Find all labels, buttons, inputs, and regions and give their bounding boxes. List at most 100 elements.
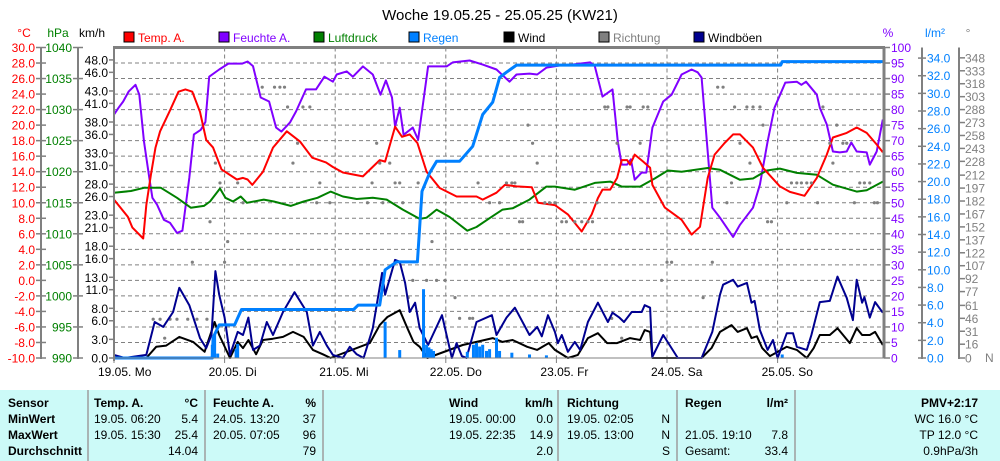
- direction-point: [590, 220, 595, 224]
- rain-bar: [498, 350, 502, 358]
- rain-total: 33.4: [764, 444, 788, 458]
- direction-tick-label: 288: [965, 103, 985, 117]
- direction-point: [517, 220, 522, 224]
- temp-tick-label: 20.0: [12, 119, 36, 133]
- series-line-windböen: [113, 258, 884, 359]
- direction-point: [205, 317, 209, 321]
- direction-point: [260, 85, 264, 89]
- direction-point: [761, 123, 765, 127]
- day-label: 19.05. Mo: [98, 365, 152, 379]
- humidity-tick-label: 85: [891, 88, 905, 102]
- direction-point: [595, 201, 599, 205]
- direction-point: [748, 161, 752, 165]
- wind-tick-label: 33.0: [85, 147, 109, 161]
- temp-tick-label: 0.0: [18, 274, 35, 288]
- wind-tick-label: 38.0: [85, 116, 109, 130]
- pressure-tick-label: 1025: [45, 134, 72, 148]
- rain-tick-label: 16.0: [927, 210, 951, 224]
- direction-point: [745, 105, 749, 109]
- direction-point: [660, 278, 664, 282]
- direction-point: [586, 220, 590, 224]
- direction-point: [285, 105, 290, 109]
- wind-tick-label: 0.0: [91, 352, 108, 366]
- direction-point: [638, 141, 642, 145]
- wind-tick-label: 43.0: [85, 84, 109, 98]
- direction-point: [375, 141, 379, 145]
- direction-point: [620, 336, 624, 340]
- direction-tick-label: 333: [965, 64, 985, 78]
- direction-point: [766, 220, 770, 224]
- direction-point: [158, 317, 162, 321]
- direction-point: [526, 123, 530, 127]
- humidity-tick-label: 55: [891, 181, 905, 195]
- direction-tick-label: 167: [965, 207, 985, 221]
- rain-bar: [422, 289, 426, 358]
- rain-tick-label: 4.0: [927, 316, 944, 330]
- rain-tick-label: 12.0: [927, 246, 951, 260]
- direction-point: [381, 201, 385, 205]
- rain-bar: [780, 354, 784, 358]
- day-label: 23.05. Fr: [540, 365, 588, 379]
- direction-point: [535, 161, 539, 165]
- direction-point: [805, 181, 809, 185]
- rain-bar: [465, 351, 469, 358]
- legend-swatch: [503, 31, 515, 43]
- direction-point: [751, 105, 755, 109]
- row-label-sensor: Sensor: [8, 396, 49, 410]
- wind-avg: 2.0: [536, 444, 553, 458]
- humidity-tick-label: 40: [891, 227, 905, 241]
- temp-tick-label: 28.0: [12, 57, 36, 71]
- rain-bar: [475, 343, 479, 358]
- direction-point: [716, 85, 720, 89]
- rain-tick-label: 34.0: [927, 52, 951, 66]
- humidity-tick-label: 0: [891, 352, 898, 366]
- direction-point: [641, 105, 645, 109]
- direction-point: [862, 181, 866, 185]
- temp-tick-label: 18.0: [12, 134, 36, 148]
- humidity-tick-label: 75: [891, 119, 905, 133]
- rain-tick-label: 10.0: [927, 263, 951, 277]
- rain-tick-label: 22.0: [927, 157, 951, 171]
- direction-tick-label: 348: [965, 51, 985, 65]
- temp-tick-label: 10.0: [12, 196, 36, 210]
- direction-point: [845, 141, 849, 145]
- rain-bar: [510, 352, 514, 358]
- direction-tick-label: 31: [965, 325, 979, 339]
- direction-point: [789, 181, 794, 185]
- direction-tick-label: 122: [965, 246, 985, 260]
- direction-point: [468, 316, 472, 320]
- direction-point: [721, 85, 725, 89]
- day-label: 22.05. Do: [430, 365, 482, 379]
- direction-tick-label: 16: [965, 338, 979, 352]
- legend-label: Temp. A.: [138, 31, 185, 45]
- direction-point: [785, 201, 789, 205]
- series-line-regen: [114, 60, 883, 360]
- direction-point: [218, 181, 222, 185]
- temp-tick-label: 8.0: [18, 212, 35, 226]
- direction-min: N: [661, 412, 670, 426]
- wind-tick-label: 21.0: [85, 221, 109, 235]
- temp-tick-label: -4.0: [14, 305, 35, 319]
- direction-point: [278, 85, 282, 89]
- rain-bar: [427, 347, 431, 358]
- direction-tick-label: 258: [965, 129, 985, 143]
- pressure-tick-label: 995: [52, 320, 72, 334]
- legend-swatch: [598, 31, 610, 43]
- humidity-min: 37: [302, 412, 316, 426]
- day-label: 20.05. Di: [209, 365, 257, 379]
- legend: Temp. A. Feuchte A. Luftdruck Regen Wind Rich…: [123, 31, 762, 45]
- rain-bar: [494, 337, 498, 358]
- direction-tick-label: 212: [965, 169, 985, 183]
- dewpoint-value: TP 12.0 °C: [919, 428, 978, 442]
- rain-bar: [432, 350, 436, 358]
- direction-point: [821, 105, 825, 109]
- humidity-tick-label: 25: [891, 274, 905, 288]
- rain-bar: [528, 354, 532, 358]
- direction-point: [430, 239, 434, 244]
- direction-tick-label: 318: [965, 77, 985, 91]
- wind-tick-label: 11.0: [86, 283, 109, 297]
- direction-point: [628, 105, 632, 109]
- temp-avg: 14.04: [167, 444, 198, 458]
- temp-tick-label: 6.0: [18, 227, 35, 241]
- direction-min-time: 19.05. 02:05: [567, 412, 634, 426]
